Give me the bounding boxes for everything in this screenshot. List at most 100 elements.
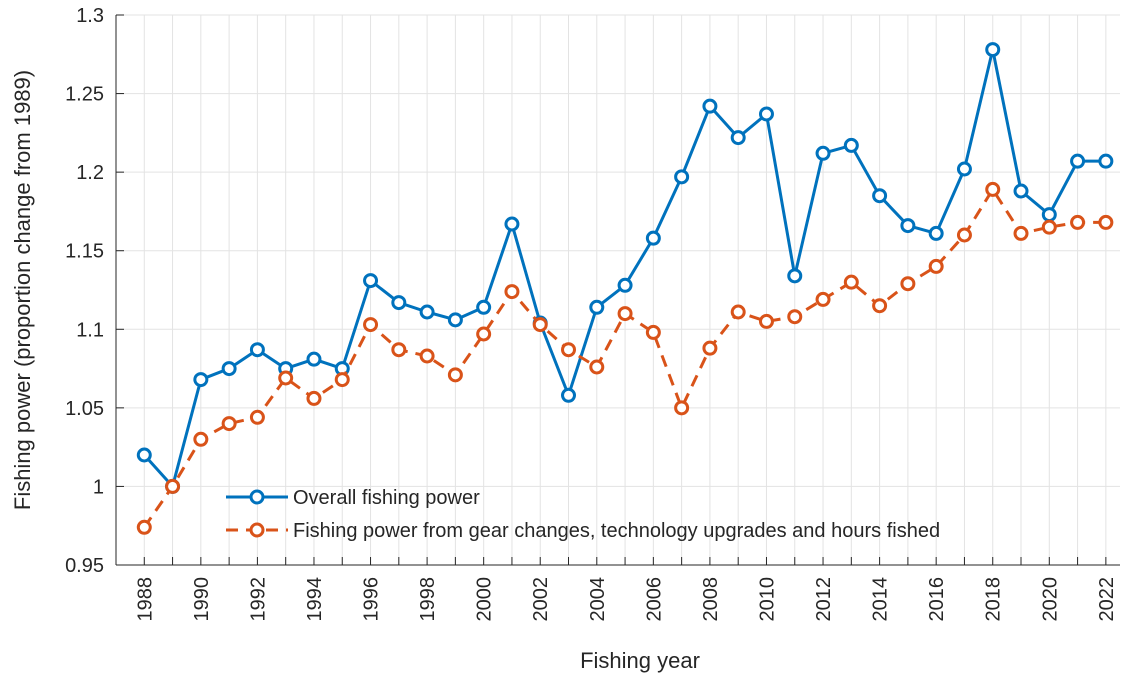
y-tick-label: 1.05 — [65, 398, 104, 420]
marker — [758, 313, 774, 329]
marker — [561, 387, 577, 403]
x-tick-label: 2000 — [474, 577, 496, 622]
marker — [645, 230, 661, 246]
marker — [730, 130, 746, 146]
marker — [504, 284, 520, 300]
marker — [249, 342, 265, 358]
marker — [476, 299, 492, 315]
marker — [617, 306, 633, 322]
x-tick-label: 2012 — [813, 577, 835, 622]
marker — [221, 416, 237, 432]
x-tick-label: 2002 — [530, 577, 552, 622]
marker — [787, 268, 803, 284]
marker — [249, 409, 265, 425]
legend-marker — [249, 489, 265, 505]
legend-label: Fishing power from gear changes, technol… — [293, 520, 940, 542]
marker — [617, 277, 633, 293]
x-tick-label: 1994 — [304, 577, 326, 622]
y-tick-label: 1.3 — [76, 5, 104, 27]
marker — [561, 342, 577, 358]
marker — [1041, 207, 1057, 223]
marker — [165, 478, 181, 494]
marker — [985, 181, 1001, 197]
marker — [391, 342, 407, 358]
marker — [872, 188, 888, 204]
marker — [645, 324, 661, 340]
x-tick-label: 2018 — [983, 577, 1005, 622]
y-tick-label: 1.25 — [65, 84, 104, 106]
marker — [985, 42, 1001, 58]
grid-layer — [116, 14, 1120, 566]
marker — [956, 227, 972, 243]
marker — [1041, 219, 1057, 235]
marker — [532, 317, 548, 333]
x-tick-label: 2006 — [643, 577, 665, 622]
marker — [928, 225, 944, 241]
marker — [589, 299, 605, 315]
marker — [815, 291, 831, 307]
legend-label: Overall fishing power — [293, 487, 480, 509]
marker — [1098, 214, 1114, 230]
x-tick-label: 2010 — [756, 577, 778, 622]
y-tick-label: 1.2 — [76, 162, 104, 184]
marker — [136, 447, 152, 463]
x-tick-label: 2008 — [700, 577, 722, 622]
y-tick-label: 1.1 — [76, 319, 104, 341]
y-tick-label: 1.15 — [65, 241, 104, 263]
marker — [1013, 225, 1029, 241]
marker — [1013, 183, 1029, 199]
x-tick-label: 2022 — [1096, 577, 1118, 622]
marker — [900, 218, 916, 234]
marker — [674, 169, 690, 185]
marker — [136, 519, 152, 535]
x-tick-label: 1996 — [361, 577, 383, 622]
y-tick-label: 0.95 — [65, 555, 104, 577]
marker — [730, 304, 746, 320]
marker — [193, 431, 209, 447]
marker — [787, 309, 803, 325]
x-tick-label: 1992 — [247, 577, 269, 622]
marker — [1070, 153, 1086, 169]
marker — [306, 390, 322, 406]
marker — [843, 274, 859, 290]
marker — [956, 161, 972, 177]
marker — [306, 351, 322, 367]
marker — [928, 258, 944, 274]
marker — [278, 370, 294, 386]
marker — [900, 276, 916, 292]
legend-marker — [249, 522, 265, 538]
marker — [589, 359, 605, 375]
marker — [447, 312, 463, 328]
x-tick-label: 2016 — [926, 577, 948, 622]
x-tick-label: 1988 — [134, 577, 156, 622]
x-tick-label: 2014 — [870, 577, 892, 622]
marker — [674, 400, 690, 416]
marker — [334, 372, 350, 388]
x-tick-label: 1990 — [191, 577, 213, 622]
marker — [702, 98, 718, 114]
marker — [504, 216, 520, 232]
marker — [815, 145, 831, 161]
marker — [363, 273, 379, 289]
marker — [758, 106, 774, 122]
marker — [193, 372, 209, 388]
marker — [391, 295, 407, 311]
marker — [363, 317, 379, 333]
y-tick-label: 1 — [93, 476, 104, 498]
y-axis-title: Fishing power (proportion change from 19… — [10, 70, 35, 510]
marker — [221, 361, 237, 377]
marker — [702, 340, 718, 356]
marker — [1070, 214, 1086, 230]
marker — [419, 304, 435, 320]
marker — [419, 348, 435, 364]
x-tick-label: 2020 — [1039, 577, 1061, 622]
x-tick-label: 2004 — [587, 577, 609, 622]
x-tick-label: 1998 — [417, 577, 439, 622]
marker — [447, 367, 463, 383]
marker — [872, 298, 888, 314]
marker — [476, 326, 492, 342]
x-axis-title: Fishing year — [580, 648, 700, 673]
marker — [1098, 153, 1114, 169]
marker — [843, 137, 859, 153]
